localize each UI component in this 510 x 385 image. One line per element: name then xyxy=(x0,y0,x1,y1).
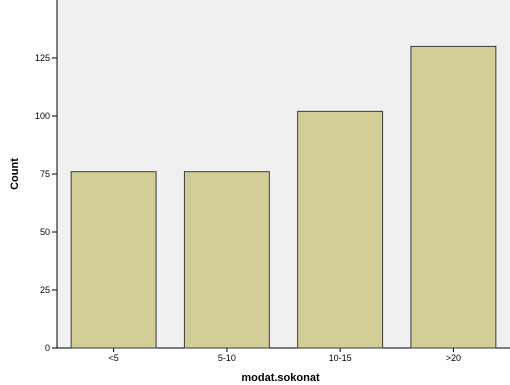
bar xyxy=(183,171,270,349)
x-axis: <5 5-10 10-15 >20 xyxy=(57,347,510,363)
y-axis: 0 25 50 75 100 125 xyxy=(35,0,58,353)
y-tick-label: 0 xyxy=(45,343,50,353)
y-tick-label: 125 xyxy=(35,53,50,63)
y-axis-title: Count xyxy=(9,158,21,190)
y-tick-label: 75 xyxy=(40,169,50,179)
y-tick-label: 50 xyxy=(40,227,50,237)
x-tick-label: 5-10 xyxy=(218,353,236,363)
x-tick-label: <5 xyxy=(108,353,118,363)
bar xyxy=(410,45,497,349)
bar xyxy=(70,171,157,349)
bar xyxy=(297,110,384,349)
x-axis-title: modat.sokonat xyxy=(241,372,320,384)
bar-series xyxy=(70,45,497,349)
x-tick-label: 10-15 xyxy=(329,353,352,363)
x-tick-label: >20 xyxy=(446,353,461,363)
y-tick-label: 25 xyxy=(40,285,50,295)
y-tick-label: 100 xyxy=(35,111,50,121)
